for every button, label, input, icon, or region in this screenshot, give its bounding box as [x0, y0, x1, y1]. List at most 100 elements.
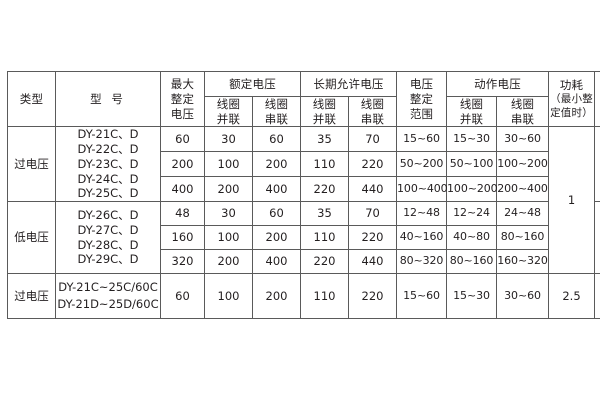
header-row-group: 类型 型 号 最大 整定 电压 额定电压: [7, 70, 600, 128]
cell-long-parallel: 35: [300, 201, 349, 227]
cell-action-series: 160~320: [496, 249, 550, 275]
cell-max-setting: 320: [160, 249, 205, 275]
cell-rated-parallel: 30: [204, 126, 253, 153]
cell-rated-series: 60: [252, 126, 301, 153]
header-action-voltage: 动作电压: [446, 71, 550, 97]
model-line: DY-26C、D: [77, 208, 139, 223]
header-type-label: 类型: [19, 91, 44, 106]
group-type-cell: 过电压: [7, 273, 56, 320]
model-line: DY-21C、D: [77, 127, 139, 142]
cell-long-parallel: 110: [300, 273, 349, 320]
cell-rated-series: 200: [252, 225, 301, 251]
cell-rated-parallel: 100: [204, 151, 253, 178]
header-long-coil-series: 线圈 串联: [347, 95, 398, 128]
cell-return-coefficient: 0.8: [594, 126, 600, 203]
table-row: 低电压 DY-26C、D DY-27C、D DY-28C、D DY-29C、D …: [7, 201, 600, 275]
group-model-cell: DY-21C~25C/60C DY-21D~25D/60C: [55, 273, 161, 320]
cell-long-parallel: 110: [300, 151, 349, 178]
header-action-voltage-label: 动作电压: [474, 76, 521, 91]
header-rated-coil-parallel: 线圈 并联: [204, 95, 253, 128]
cell-setting-range: 40~160: [396, 225, 448, 251]
header-max-setting-voltage-lines: 最大 整定 电压: [170, 77, 195, 121]
cell-action-parallel: 100~200: [446, 176, 498, 203]
cell-long-parallel: 110: [300, 225, 349, 251]
cell-setting-range: 15~60: [396, 273, 448, 320]
cell-rated-series: 400: [252, 249, 301, 275]
cell-max-setting: 400: [160, 176, 205, 203]
model-line: DY-29C、D: [77, 252, 139, 267]
cell-max-setting: 200: [160, 151, 205, 178]
cell-rated-parallel: 100: [204, 273, 253, 320]
header-max-setting-voltage: 最大 整定 电压: [160, 70, 205, 128]
cell-setting-range: 80~320: [396, 249, 448, 275]
header-action-coil-parallel: 线圈 并联: [446, 95, 498, 128]
table-row: 400 200 400 220 440 100~400 100~200 200~…: [8, 176, 600, 203]
group-type-cell: 过电压: [7, 126, 56, 203]
cell-return-coefficient: 1.25: [594, 201, 600, 275]
cell-setting-range: 12~48: [396, 201, 448, 227]
model-line: DY-21C~25C/60C: [58, 280, 158, 295]
cell-setting-range: 50~200: [396, 151, 448, 178]
header-voltage-setting-range-lines: 电压 整定 范围: [409, 77, 434, 121]
model-line: DY-27C、D: [77, 222, 139, 237]
header-power-consumption-lines: 功耗 （最小整 定值时）: [550, 78, 593, 119]
header-type: 类型: [7, 70, 56, 128]
cell-return-coefficient: 0.8: [594, 273, 600, 320]
model-line: DY-24C、D: [77, 171, 139, 186]
cell-long-series: 70: [347, 126, 398, 153]
cell-rated-series: 200: [252, 273, 301, 320]
model-line: DY-28C、D: [77, 237, 139, 252]
cell-action-series: 24~48: [496, 201, 550, 227]
header-return-coefficient: 返回 系数: [594, 70, 600, 128]
cell-power-consumption: 2.5: [548, 273, 596, 320]
cell-long-parallel: 220: [300, 176, 349, 203]
cell-power-consumption: 1: [548, 126, 596, 275]
model-line: DY-21D~25D/60C: [57, 297, 159, 312]
cell-action-parallel: 15~30: [446, 273, 498, 320]
group-type-cell: 低电压: [7, 201, 56, 275]
cell-action-series: 30~60: [496, 126, 550, 153]
cell-setting-range: 15~60: [396, 126, 448, 153]
cell-long-parallel: 220: [300, 249, 349, 275]
cell-action-series: 30~60: [496, 273, 550, 320]
spec-table-wrapper: 类型 型 号 最大 整定 电压 额定电压: [7, 70, 600, 320]
cell-max-setting: 60: [160, 126, 205, 153]
cell-long-series: 70: [347, 201, 398, 227]
header-rated-coil-series: 线圈 串联: [252, 95, 301, 128]
group-model-cell: DY-26C、D DY-27C、D DY-28C、D DY-29C、D: [55, 201, 161, 275]
cell-action-parallel: 80~160: [446, 249, 498, 275]
header-model-label: 型 号: [90, 91, 126, 106]
cell-max-setting: 60: [160, 273, 205, 320]
group-model-cell: DY-21C、D DY-22C、D DY-23C、D DY-24C、D DY-2…: [55, 126, 161, 203]
cell-action-parallel: 50~100: [446, 151, 498, 178]
cell-long-parallel: 35: [300, 126, 349, 153]
cell-rated-parallel: 100: [204, 225, 253, 251]
header-action-coil-series: 线圈 串联: [496, 95, 550, 128]
relay-specification-table: 类型 型 号 最大 整定 电压 额定电压: [7, 70, 600, 320]
cell-action-parallel: 15~30: [446, 126, 498, 153]
header-long-coil-parallel: 线圈 并联: [300, 95, 349, 128]
model-line: DY-23C、D: [77, 156, 139, 171]
cell-long-series: 220: [347, 225, 398, 251]
cell-rated-series: 60: [252, 201, 301, 227]
header-power-consumption: 功耗 （最小整 定值时）: [548, 70, 596, 128]
cell-rated-parallel: 200: [204, 176, 253, 203]
cell-max-setting: 160: [160, 225, 205, 251]
header-row-sub: 线圈 并联 线圈 串联 线圈 并联: [8, 95, 600, 128]
cell-max-setting: 48: [160, 201, 205, 227]
cell-action-series: 80~160: [496, 225, 550, 251]
cell-long-series: 220: [347, 273, 398, 320]
table-row: 160 100 200 110 220 40~160 40~80 80~160: [8, 225, 600, 251]
header-rated-voltage: 额定电压: [204, 71, 301, 97]
cell-rated-series: 200: [252, 151, 301, 178]
table-row: 过电压 DY-21C、D DY-22C、D DY-23C、D DY-24C、D …: [7, 126, 600, 275]
cell-rated-parallel: 200: [204, 249, 253, 275]
cell-action-parallel: 40~80: [446, 225, 498, 251]
cell-long-series: 440: [347, 176, 398, 203]
header-return-coefficient-lines: 返回 系数: [595, 85, 600, 114]
header-model: 型 号: [55, 70, 161, 128]
cell-long-series: 220: [347, 151, 398, 178]
model-line: DY-25C、D: [77, 186, 139, 201]
header-long-term-voltage-label: 长期允许电压: [313, 76, 384, 91]
